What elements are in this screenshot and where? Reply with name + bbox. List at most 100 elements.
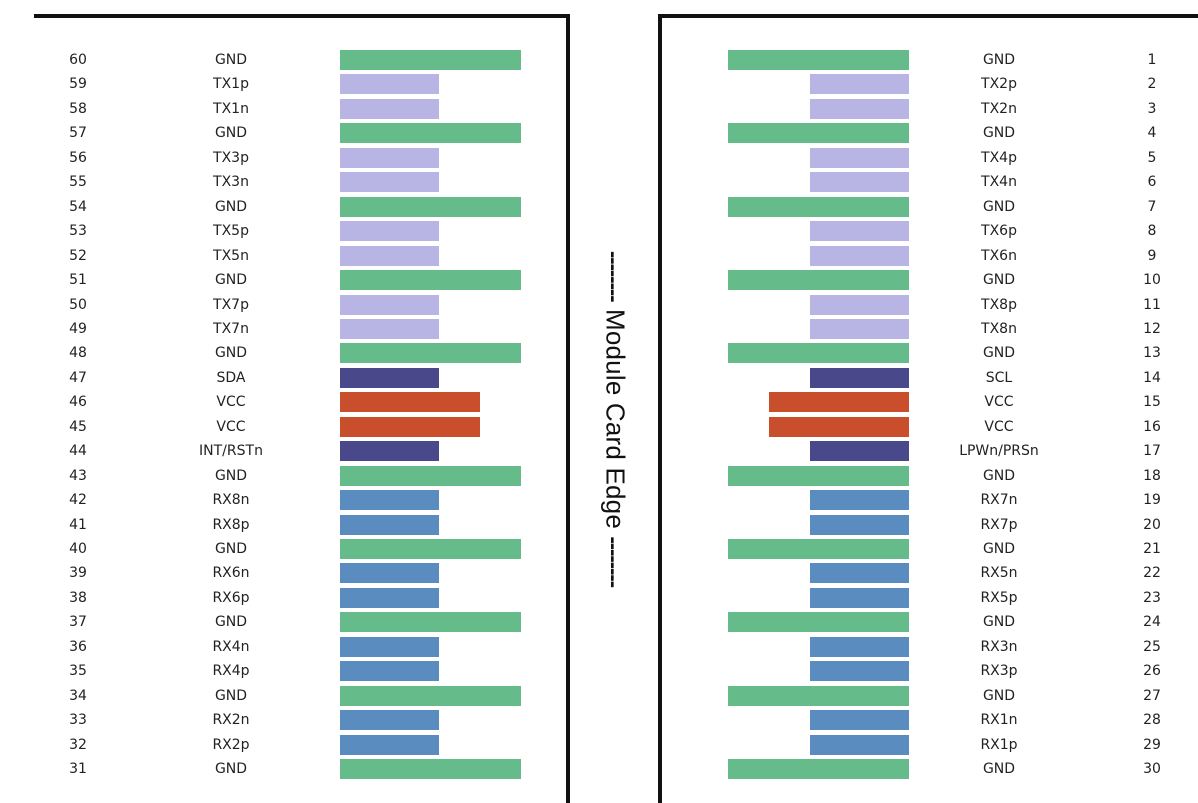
pin-number: 45 [69, 418, 87, 435]
pin-contact-bar [340, 343, 521, 364]
pin-signal-label: TX1n [213, 100, 249, 117]
pin-number: 17 [1143, 443, 1161, 460]
pin-contact-bar [810, 490, 909, 511]
pin-number: 24 [1143, 614, 1161, 631]
pin-row: 1 GND [662, 48, 1198, 72]
pin-row: 48 GND [34, 341, 566, 365]
pin-number: 7 [1147, 198, 1157, 215]
pin-contact-bar [728, 465, 909, 486]
pin-row: 53 TX5p [34, 219, 566, 243]
pin-signal-label: GND [982, 541, 1016, 557]
pin-row: 29 RX1p [662, 733, 1198, 757]
pin-number: 28 [1143, 712, 1161, 729]
pin-contact-bar [340, 563, 439, 584]
pin-row: 49 TX7n [34, 317, 566, 341]
pin-contact-bar [728, 270, 909, 291]
pin-number: 54 [69, 198, 87, 215]
pin-row: 23 RX5p [662, 586, 1198, 610]
pin-signal-label: GND [214, 345, 248, 362]
pin-row: 39 RX6n [34, 561, 566, 585]
pin-signal-label: GND [214, 467, 248, 484]
pin-number: 53 [69, 223, 87, 240]
pin-signal-label: TX6p [981, 223, 1017, 240]
pin-contact-bar [340, 539, 521, 559]
pin-signal-label: TX8p [981, 296, 1017, 313]
pin-row: 15 VCC [662, 390, 1198, 414]
pin-contact-bar [340, 734, 439, 755]
pin-row: 20 RX7p [662, 513, 1198, 537]
pin-row: 3 TX2n [662, 97, 1198, 121]
pin-signal-label: TX5p [213, 223, 249, 240]
pin-row: 60 GND [34, 48, 566, 72]
pin-signal-label: GND [982, 614, 1016, 631]
pin-signal-label: GND [982, 761, 1016, 778]
pin-contact-bar [340, 294, 439, 315]
pin-row: 43 GND [34, 464, 566, 488]
pin-number: 55 [69, 174, 87, 191]
pin-row: 59 TX1p [34, 72, 566, 96]
pin-number: 4 [1147, 125, 1157, 142]
edge-dashes-right: -------- [601, 536, 627, 588]
pin-contact-bar [340, 636, 439, 657]
pin-number: 42 [69, 492, 87, 509]
pin-row: 19 RX7n [662, 488, 1198, 512]
pin-row: 27 GND [662, 684, 1198, 708]
pin-contact-bar [810, 441, 909, 462]
pin-number: 22 [1143, 565, 1161, 582]
pin-signal-label: RX2p [212, 736, 250, 753]
pin-row: 10 GND [662, 268, 1198, 292]
pin-signal-label: VCC [984, 418, 1014, 435]
pin-row: 25 RX3n [662, 635, 1198, 659]
pin-row: 32 RX2p [34, 733, 566, 757]
pin-row: 14 SCL [662, 366, 1198, 390]
pin-number: 1 [1147, 52, 1157, 68]
pin-signal-label: LPWn/PRSn [959, 443, 1039, 460]
pin-signal-label: GND [214, 541, 248, 557]
pin-contact-bar [340, 661, 439, 682]
pin-signal-label: SCL [985, 369, 1013, 386]
pin-row: 45 VCC [34, 415, 566, 439]
pin-contact-bar [340, 123, 521, 144]
pin-contact-bar [810, 367, 909, 388]
pin-row: 58 TX1n [34, 97, 566, 121]
pin-row: 42 RX8n [34, 488, 566, 512]
pin-signal-label: VCC [216, 418, 246, 435]
card-edge-divider: -------- Module Card Edge -------- [575, 14, 655, 803]
pin-number: 31 [69, 761, 87, 778]
pin-signal-label: GND [982, 52, 1016, 68]
pin-signal-label: TX1p [213, 76, 249, 93]
pin-contact-bar [340, 270, 521, 291]
pin-row: 7 GND [662, 195, 1198, 219]
pin-row: 40 GND [34, 537, 566, 561]
pin-number: 20 [1143, 516, 1161, 533]
pin-contact-bar [769, 416, 909, 437]
pin-number: 44 [69, 443, 87, 460]
pin-signal-label: TX2p [981, 76, 1017, 93]
pin-contact-bar [340, 441, 439, 462]
pin-contact-bar [340, 392, 480, 413]
pin-contact-bar [340, 710, 439, 731]
pin-signal-label: RX5p [980, 589, 1018, 606]
pin-contact-bar [728, 50, 909, 70]
pin-contact-bar [340, 514, 439, 535]
pin-contact-bar [340, 98, 439, 119]
pin-row: 12 TX8n [662, 317, 1198, 341]
pin-contact-bar [340, 318, 439, 339]
pin-signal-label: RX6p [212, 589, 250, 606]
pin-signal-label: GND [214, 125, 248, 142]
pin-contact-bar [728, 196, 909, 217]
module-card-edge-label: -------- Module Card Edge -------- [600, 251, 631, 587]
pin-number: 38 [69, 589, 87, 606]
pin-signal-label: TX2n [981, 100, 1017, 117]
pin-contact-bar [340, 416, 480, 437]
pin-contact-bar [810, 294, 909, 315]
pin-contact-bar [340, 759, 521, 780]
pin-contact-bar [728, 123, 909, 144]
pin-contact-bar [810, 74, 909, 95]
pin-number: 8 [1147, 223, 1157, 240]
pin-number: 58 [69, 100, 87, 117]
pin-row: 8 TX6p [662, 219, 1198, 243]
pin-row: 50 TX7p [34, 293, 566, 317]
pin-contact-bar [340, 587, 439, 608]
pin-row: 5 TX4p [662, 146, 1198, 170]
